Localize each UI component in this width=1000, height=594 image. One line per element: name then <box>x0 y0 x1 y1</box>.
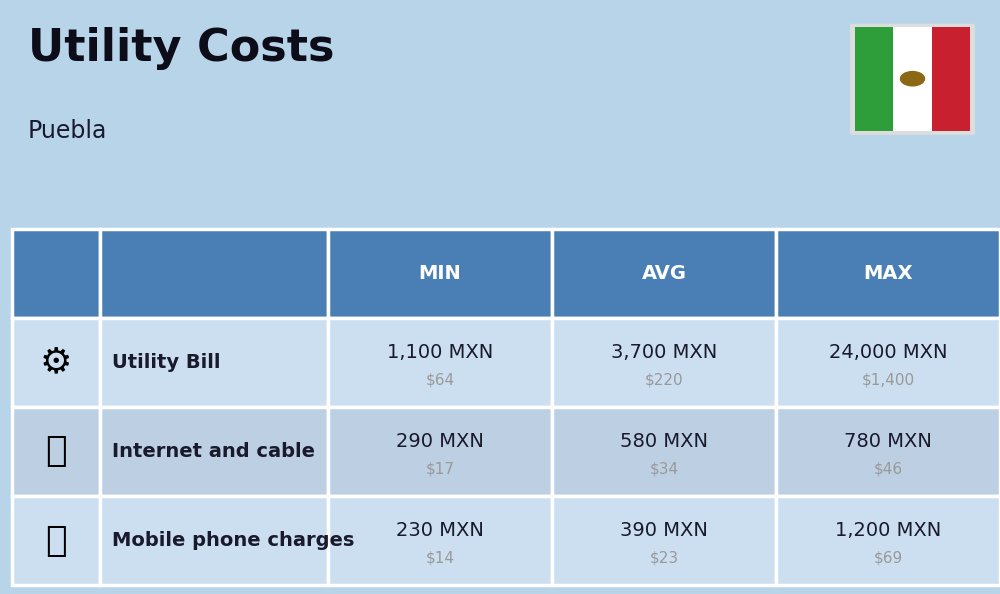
Bar <box>855 27 893 131</box>
Text: 230 MXN: 230 MXN <box>396 521 484 540</box>
Text: $220: $220 <box>645 372 683 388</box>
Bar <box>932 27 970 131</box>
Bar <box>12 229 100 318</box>
Bar <box>328 496 552 585</box>
Text: 580 MXN: 580 MXN <box>620 432 708 451</box>
Text: 390 MXN: 390 MXN <box>620 521 708 540</box>
Bar <box>552 318 776 407</box>
Bar <box>776 407 1000 496</box>
Bar <box>328 318 552 407</box>
Text: Utility Costs: Utility Costs <box>28 27 334 69</box>
Text: $14: $14 <box>426 551 454 566</box>
Text: MIN: MIN <box>419 264 461 283</box>
Bar <box>12 496 100 585</box>
Text: $23: $23 <box>649 551 679 566</box>
Text: ⚙: ⚙ <box>40 345 72 380</box>
Text: $46: $46 <box>873 462 903 477</box>
Text: $64: $64 <box>425 372 455 388</box>
Text: 24,000 MXN: 24,000 MXN <box>829 343 947 362</box>
Bar <box>12 407 100 496</box>
Bar <box>328 229 552 318</box>
Bar <box>100 229 328 318</box>
FancyBboxPatch shape <box>850 24 975 135</box>
Bar <box>776 229 1000 318</box>
Text: $69: $69 <box>873 551 903 566</box>
Text: 📶: 📶 <box>45 434 67 469</box>
Bar <box>100 407 328 496</box>
Text: $34: $34 <box>649 462 679 477</box>
Text: Internet and cable: Internet and cable <box>112 442 315 461</box>
Text: AVG: AVG <box>642 264 686 283</box>
Circle shape <box>900 71 924 86</box>
Text: Puebla: Puebla <box>28 119 107 143</box>
Bar <box>552 496 776 585</box>
Text: 📱: 📱 <box>45 523 67 558</box>
Bar <box>776 496 1000 585</box>
Text: Mobile phone charges: Mobile phone charges <box>112 531 354 550</box>
Bar <box>776 318 1000 407</box>
Bar <box>893 27 932 131</box>
Bar <box>552 229 776 318</box>
Bar <box>100 318 328 407</box>
Text: 1,100 MXN: 1,100 MXN <box>387 343 493 362</box>
Bar <box>100 496 328 585</box>
Text: 290 MXN: 290 MXN <box>396 432 484 451</box>
Text: 780 MXN: 780 MXN <box>844 432 932 451</box>
Bar <box>328 407 552 496</box>
Text: $17: $17 <box>426 462 454 477</box>
Text: $1,400: $1,400 <box>861 372 915 388</box>
Bar <box>552 407 776 496</box>
Bar <box>12 318 100 407</box>
Text: 3,700 MXN: 3,700 MXN <box>611 343 717 362</box>
Text: MAX: MAX <box>863 264 913 283</box>
Text: Utility Bill: Utility Bill <box>112 353 220 372</box>
Text: 1,200 MXN: 1,200 MXN <box>835 521 941 540</box>
